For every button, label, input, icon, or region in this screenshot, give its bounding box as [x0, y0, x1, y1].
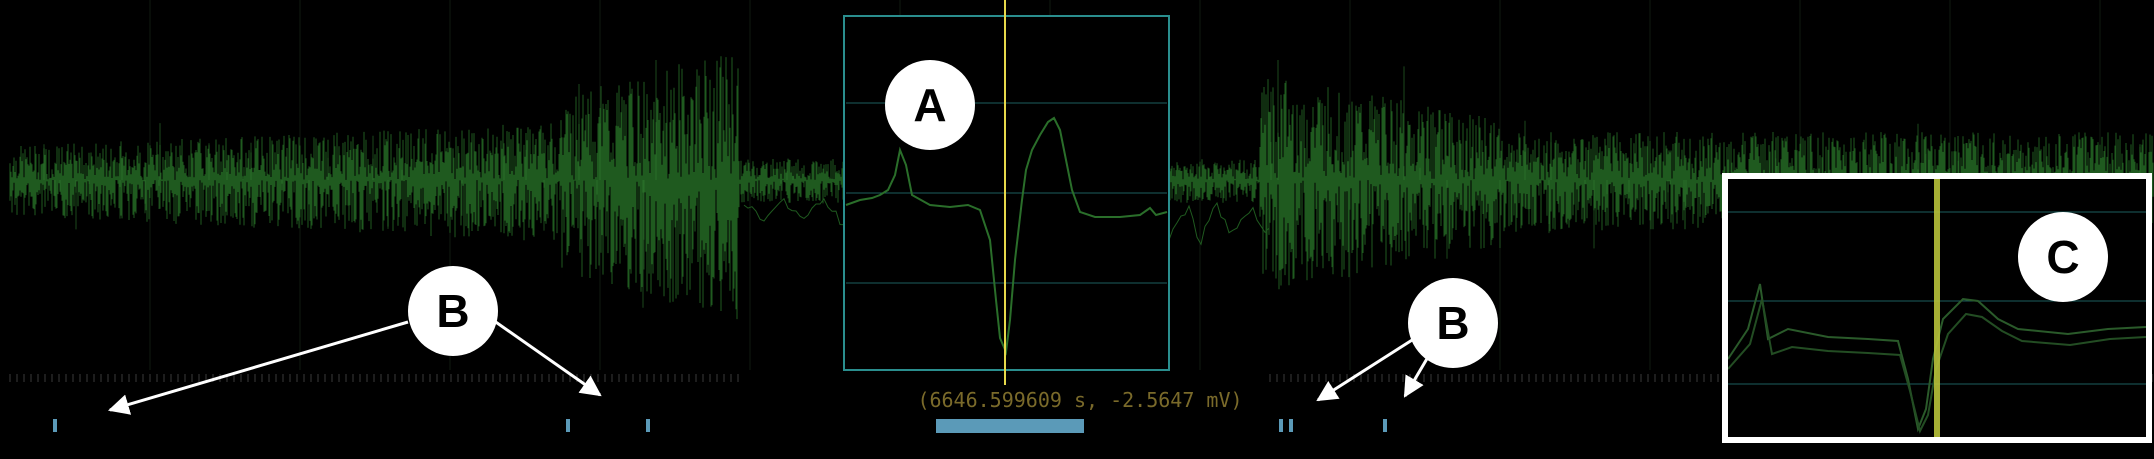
overlay-inset-c[interactable]: [1722, 173, 2152, 443]
selection-range-bar[interactable]: [936, 419, 1084, 433]
annotation-arrow: [489, 316, 602, 397]
label-b-left: B: [408, 266, 498, 356]
event-marker[interactable]: [1383, 419, 1387, 432]
annotation-arrow: [107, 320, 409, 415]
label-c: C: [2018, 212, 2108, 302]
inset-waveform-overlay: [1728, 283, 2146, 433]
annotation-arrow: [1316, 333, 1421, 402]
event-marker[interactable]: [1289, 419, 1293, 432]
label-a: A: [885, 60, 975, 150]
label-b-right: B: [1408, 278, 1498, 368]
inset-waveform-overlay: [1728, 298, 2146, 434]
event-marker[interactable]: [566, 419, 570, 432]
zoom-window-waveform: [845, 116, 1168, 356]
event-marker[interactable]: [53, 419, 57, 432]
inset-canvas: [1728, 179, 2146, 437]
event-marker[interactable]: [1279, 419, 1283, 432]
inset-cursor-line: [1934, 179, 1940, 437]
cursor-readout: (6646.599609 s, -2.5647 mV): [917, 388, 1243, 412]
event-marker[interactable]: [646, 419, 650, 432]
